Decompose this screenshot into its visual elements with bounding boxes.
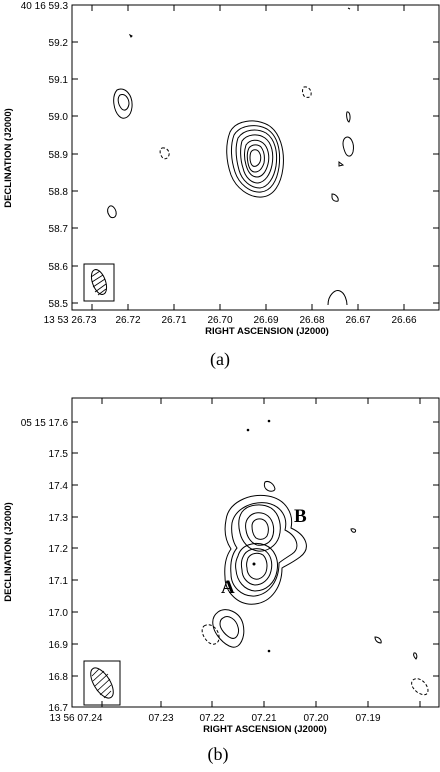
peak-dot <box>252 562 256 566</box>
panel-b-beam <box>83 660 121 706</box>
contour-blob <box>117 94 130 111</box>
panel-a-contours <box>107 7 354 306</box>
x-tick-label: 13 56 07.24 <box>50 713 103 724</box>
y-tick-label: 17.4 <box>49 481 69 492</box>
contour-blob <box>219 616 239 639</box>
y-tick-label: 17.5 <box>49 449 69 460</box>
y-tick-label: 59.2 <box>49 38 69 49</box>
panel-b-y-axis-label: DECLINATION (J2000) <box>3 502 14 602</box>
double-source-contours <box>224 494 307 605</box>
x-tick-label: 07.20 <box>303 713 328 724</box>
contour-blob <box>212 609 245 648</box>
contour-blob <box>263 481 276 492</box>
panel-a-frame <box>71 4 440 311</box>
panel-a: 40 16 59.3 59.2 59.1 59.0 58.9 58.8 58.7… <box>3 1 440 337</box>
y-tick-label: 59.1 <box>49 75 69 86</box>
contour-blob <box>327 290 348 306</box>
x-tick-label: 26.69 <box>253 315 278 326</box>
source-label-b: B <box>294 506 307 527</box>
panel-a-y-ticks <box>72 4 439 304</box>
y-tick-label: 40 16 59.3 <box>21 1 69 12</box>
contour-blob <box>107 205 117 219</box>
y-tick-label: 58.5 <box>49 299 69 310</box>
x-tick-label: 26.67 <box>345 315 370 326</box>
contour-blob-negative <box>411 678 429 696</box>
x-tick-label: 26.66 <box>391 315 416 326</box>
panel-b-x-tick-labels: 13 56 07.24 07.23 07.22 07.21 07.20 07.1… <box>50 713 381 724</box>
panel-b-x-ticks <box>101 398 421 707</box>
x-tick-label: 07.19 <box>355 713 380 724</box>
x-tick-label: 07.23 <box>148 713 173 724</box>
panel-b-contours <box>201 419 429 696</box>
contour-blob <box>374 636 382 644</box>
y-tick-label: 58.6 <box>49 262 69 273</box>
panel-a-y-tick-labels: 40 16 59.3 59.2 59.1 59.0 58.9 58.8 58.7… <box>21 1 69 310</box>
contour-blob <box>113 88 133 119</box>
contour-blob-negative <box>302 86 312 98</box>
x-tick-label: 07.22 <box>199 713 224 724</box>
contour-blob <box>128 33 133 38</box>
y-tick-label: 58.8 <box>49 187 69 198</box>
y-tick-label: 58.7 <box>49 224 69 235</box>
panel-a-x-tick-labels: 13 53 26.73 26.72 26.71 26.70 26.69 26.6… <box>44 315 417 326</box>
x-tick-label: 26.68 <box>299 315 324 326</box>
x-tick-label: 07.21 <box>251 713 276 724</box>
y-tick-label: 16.8 <box>49 672 69 683</box>
main-source-contours <box>226 120 284 198</box>
caption-b: (b) <box>208 744 229 765</box>
x-tick-label: 26.72 <box>115 315 140 326</box>
y-tick-label: 17.3 <box>49 513 69 524</box>
x-tick-label: 26.70 <box>207 315 232 326</box>
contour-blob-negative <box>159 147 170 160</box>
noise-dot <box>267 649 271 653</box>
contour-blob <box>350 528 357 533</box>
contour-blob <box>342 136 354 157</box>
y-tick-label: 17.1 <box>49 576 69 587</box>
panel-a-x-axis-label: RIGHT ASCENSION (J2000) <box>205 326 329 337</box>
y-tick-label: 58.9 <box>49 150 69 161</box>
y-tick-label: 16.9 <box>49 640 69 651</box>
panel-b-x-axis-label: RIGHT ASCENSION (J2000) <box>203 724 327 735</box>
y-tick-label: 16.7 <box>49 703 69 714</box>
x-tick-label: 26.71 <box>161 315 186 326</box>
contour-blob <box>346 111 351 123</box>
contour-blob <box>347 7 351 10</box>
panel-b-y-ticks <box>72 421 439 708</box>
panel-a-y-axis-label: DECLINATION (J2000) <box>3 108 14 208</box>
panel-a-x-ticks <box>91 5 405 310</box>
y-tick-label: 59.0 <box>49 112 69 123</box>
contour-blob <box>413 652 418 660</box>
contour-blob <box>331 193 339 202</box>
caption-a: (a) <box>210 349 230 370</box>
noise-dot <box>267 419 271 423</box>
x-tick-label: 13 53 26.73 <box>44 315 97 326</box>
y-tick-label: 05 15 17.6 <box>21 418 69 429</box>
y-tick-label: 17.2 <box>49 544 69 555</box>
source-label-a: A <box>221 577 235 598</box>
y-tick-label: 17.0 <box>49 608 69 619</box>
panel-b-frame <box>71 397 440 708</box>
contour-blob <box>338 161 345 167</box>
panel-b-y-tick-labels: 05 15 17.6 17.5 17.4 17.3 17.2 17.1 17.0… <box>21 418 69 714</box>
panel-b: 05 15 17.6 17.5 17.4 17.3 17.2 17.1 17.0… <box>3 397 440 735</box>
panel-a-beam <box>83 263 115 302</box>
noise-dot <box>246 428 250 432</box>
